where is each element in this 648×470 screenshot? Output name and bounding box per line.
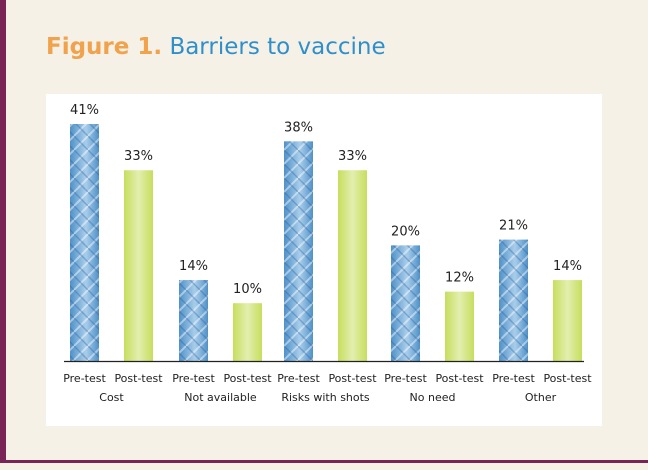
- bar-texture-0: [70, 124, 99, 361]
- value-label-pre-3: 20%: [391, 224, 420, 239]
- value-label-pre-1: 14%: [179, 259, 208, 274]
- value-label-post-3: 12%: [445, 271, 474, 286]
- series-tick-label-post-0: Post-test: [114, 372, 163, 385]
- category-label-1: Not available: [184, 391, 257, 404]
- value-label-post-1: 10%: [233, 282, 262, 297]
- series-tick-label-pre-1: Pre-test: [172, 372, 215, 385]
- value-label-post-0: 33%: [124, 149, 153, 164]
- series-tick-label-post-3: Post-test: [435, 372, 484, 385]
- bar-texture-3: [391, 245, 420, 361]
- category-label-0: Cost: [99, 391, 124, 404]
- series-tick-label-pre-2: Pre-test: [277, 372, 320, 385]
- value-label-pre-0: 41%: [70, 103, 99, 118]
- figure-title: Figure 1. Barriers to vaccine: [46, 32, 386, 62]
- value-label-pre-2: 38%: [284, 120, 313, 135]
- bar-post-test-2: [338, 170, 367, 361]
- category-label-2: Risks with shots: [281, 391, 370, 404]
- series-tick-label-post-4: Post-test: [543, 372, 592, 385]
- series-tick-label-post-1: Post-test: [223, 372, 272, 385]
- figure-label: Figure 1.: [46, 34, 163, 60]
- series-tick-label-post-2: Post-test: [328, 372, 377, 385]
- category-label-4: Other: [525, 391, 557, 404]
- bar-post-test-3: [445, 291, 474, 361]
- bar-post-test-1: [233, 303, 262, 361]
- bottom-border-rule: [0, 460, 648, 463]
- left-border-rule: [0, 0, 6, 462]
- bar-texture-4: [499, 239, 528, 361]
- bar-post-test-4: [553, 280, 582, 361]
- value-label-post-4: 14%: [553, 259, 582, 274]
- bar-texture-2: [284, 141, 313, 361]
- bar-chart: 41% Pre-test 33% Post-test Cost 14% Pre-test 10…: [63, 103, 592, 404]
- bar-texture-1: [179, 280, 208, 361]
- series-tick-label-pre-4: Pre-test: [492, 372, 535, 385]
- chart-panel: 41% Pre-test 33% Post-test Cost 14% Pre-test 10…: [46, 94, 602, 426]
- value-label-post-2: 33%: [338, 149, 367, 164]
- figure-title-text: Barriers to vaccine: [169, 34, 386, 60]
- value-label-pre-4: 21%: [499, 219, 528, 234]
- series-tick-label-pre-0: Pre-test: [63, 372, 106, 385]
- series-tick-label-pre-3: Pre-test: [384, 372, 427, 385]
- category-label-3: No need: [410, 391, 456, 404]
- bar-post-test-0: [124, 170, 153, 361]
